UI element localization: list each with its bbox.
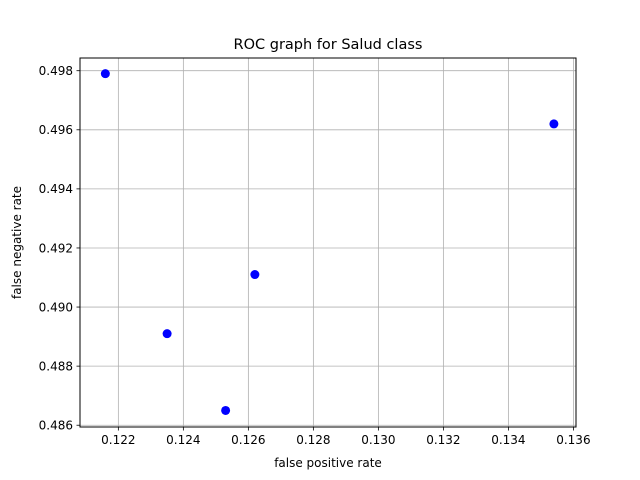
y-axis-label: false negative rate	[10, 186, 24, 299]
data-points	[100, 69, 559, 415]
grid	[80, 58, 576, 427]
x-tick-label: 0.124	[166, 433, 200, 447]
y-tick-label: 0.494	[39, 182, 73, 196]
x-tick-label: 0.122	[101, 433, 135, 447]
chart-title: ROC graph for Salud class	[234, 37, 423, 53]
plot-frame	[79, 57, 577, 428]
x-axis-label: false positive rate	[274, 456, 382, 470]
y-axis-ticks: 0.486 0.488 0.490 0.492 0.494 0.496 0.498	[39, 64, 80, 433]
x-tick-label: 0.132	[426, 433, 460, 447]
data-point	[250, 270, 260, 280]
x-axis-ticks: 0.122 0.124 0.126 0.128 0.130 0.132 0.134 0.136	[101, 427, 591, 447]
y-tick-label: 0.496	[39, 123, 73, 137]
data-point	[100, 69, 110, 79]
y-tick-label: 0.486	[39, 419, 73, 433]
data-point	[549, 119, 559, 129]
x-tick-label: 0.128	[296, 433, 330, 447]
x-tick-label: 0.136	[556, 433, 590, 447]
x-tick-label: 0.134	[491, 433, 525, 447]
x-tick-label: 0.126	[231, 433, 265, 447]
data-point	[221, 405, 231, 415]
y-tick-label: 0.492	[39, 241, 73, 255]
y-tick-label: 0.490	[39, 300, 73, 314]
x-tick-label: 0.130	[361, 433, 395, 447]
y-tick-label: 0.498	[39, 64, 73, 78]
data-point	[162, 329, 172, 339]
y-tick-label: 0.488	[39, 359, 73, 373]
